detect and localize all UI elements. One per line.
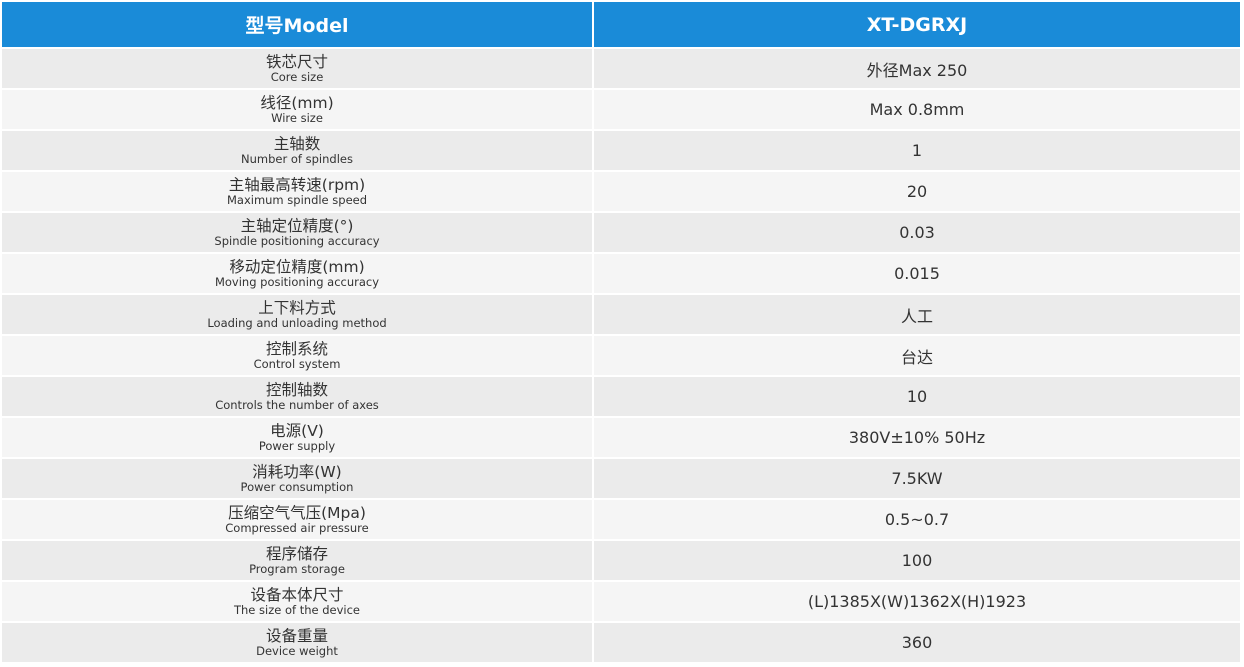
- spec-label-en: Core size: [270, 70, 324, 84]
- spec-value: 外径Max 250: [594, 49, 1240, 88]
- spec-label-cell: 铁芯尺寸 Core size: [2, 49, 592, 88]
- table-row: 主轴数 Number of spindles 1: [2, 131, 1240, 170]
- table-row: 设备本体尺寸 The size of the device (L)1385X(W)1…: [2, 582, 1240, 621]
- header-model-label: 型号Model: [2, 2, 592, 47]
- spec-label-cell: 控制轴数 Controls the number of axes: [2, 377, 592, 416]
- spec-label-cell: 设备本体尺寸 The size of the device: [2, 582, 592, 621]
- spec-value: 0.5~0.7: [594, 500, 1240, 539]
- spec-value: Max 0.8mm: [594, 90, 1240, 129]
- spec-value: 人工: [594, 295, 1240, 334]
- table-row: 压缩空气气压(Mpa) Compressed air pressure 0.5~0.…: [2, 500, 1240, 539]
- table-row: 控制系统 Control system 台达: [2, 336, 1240, 375]
- table-header: 型号Model XT-DGRXJ: [2, 2, 1240, 47]
- spec-label-en: Power supply: [258, 439, 336, 453]
- spec-label-en: Maximum spindle speed: [226, 193, 368, 207]
- spec-value: 0.03: [594, 213, 1240, 252]
- spec-label-en: Wire size: [271, 111, 323, 125]
- spec-label-cell: 上下料方式 Loading and unloading method: [2, 295, 592, 334]
- spec-label-cell: 控制系统 Control system: [2, 336, 592, 375]
- spec-value: 1: [594, 131, 1240, 170]
- table-row: 主轴定位精度(°) Spindle positioning accuracy 0.0…: [2, 213, 1240, 252]
- spec-label-en: Power consumption: [240, 480, 354, 494]
- spec-label-cell: 压缩空气气压(Mpa) Compressed air pressure: [2, 500, 592, 539]
- spec-value: 台达: [594, 336, 1240, 375]
- table-row: 上下料方式 Loading and unloading method 人工: [2, 295, 1240, 334]
- table-body: 铁芯尺寸 Core size 外径Max 250 线径(mm) Wire size Max…: [2, 49, 1240, 662]
- spec-label-zh: 上下料方式: [258, 299, 336, 317]
- spec-label-cell: 消耗功率(W) Power consumption: [2, 459, 592, 498]
- spec-label-cell: 主轴定位精度(°) Spindle positioning accuracy: [2, 213, 592, 252]
- table-row: 消耗功率(W) Power consumption 7.5KW: [2, 459, 1240, 498]
- spec-label-en: Control system: [253, 357, 341, 371]
- spec-label-zh: 压缩空气气压(Mpa): [228, 504, 366, 522]
- spec-label-en: The size of the device: [233, 603, 361, 617]
- table-row: 设备重量 Device weight 360: [2, 623, 1240, 662]
- spec-value: 380V±10% 50Hz: [594, 418, 1240, 457]
- spec-label-zh: 主轴定位精度(°): [240, 217, 354, 235]
- spec-label-zh: 线径(mm): [260, 94, 334, 112]
- spec-label-en: Moving positioning accuracy: [214, 275, 380, 289]
- spec-label-zh: 设备本体尺寸: [250, 586, 344, 604]
- table-row: 主轴最高转速(rpm) Maximum spindle speed 20: [2, 172, 1240, 211]
- spec-label-cell: 主轴最高转速(rpm) Maximum spindle speed: [2, 172, 592, 211]
- spec-value: 20: [594, 172, 1240, 211]
- spec-value: 0.015: [594, 254, 1240, 293]
- spec-label-zh: 控制轴数: [265, 381, 328, 399]
- table-row: 电源(V) Power supply 380V±10% 50Hz: [2, 418, 1240, 457]
- spec-value: (L)1385X(W)1362X(H)1923: [594, 582, 1240, 621]
- spec-label-zh: 移动定位精度(mm): [229, 258, 365, 276]
- spec-label-en: Program storage: [249, 562, 345, 576]
- spec-label-en: Controls the number of axes: [215, 398, 379, 412]
- table-row: 铁芯尺寸 Core size 外径Max 250: [2, 49, 1240, 88]
- spec-label-zh: 电源(V): [270, 422, 324, 440]
- spec-label-zh: 控制系统: [265, 340, 328, 358]
- spec-value: 360: [594, 623, 1240, 662]
- table-row: 移动定位精度(mm) Moving positioning accuracy 0.0…: [2, 254, 1240, 293]
- spec-label-cell: 线径(mm) Wire size: [2, 90, 592, 129]
- spec-label-zh: 设备重量: [265, 627, 328, 645]
- spec-label-zh: 主轴最高转速(rpm): [228, 176, 366, 194]
- spec-value: 7.5KW: [594, 459, 1240, 498]
- table-row: 程序储存 Program storage 100: [2, 541, 1240, 580]
- spec-label-en: Spindle positioning accuracy: [214, 234, 380, 248]
- spec-label-cell: 移动定位精度(mm) Moving positioning accuracy: [2, 254, 592, 293]
- spec-label-cell: 设备重量 Device weight: [2, 623, 592, 662]
- spec-label-en: Device weight: [256, 644, 338, 658]
- spec-label-en: Loading and unloading method: [207, 316, 387, 330]
- spec-label-zh: 铁芯尺寸: [265, 53, 328, 71]
- header-model-value: XT-DGRXJ: [594, 2, 1240, 47]
- spec-label-en: Compressed air pressure: [225, 521, 369, 535]
- spec-label-zh: 主轴数: [273, 135, 321, 153]
- spec-label-zh: 程序储存: [265, 545, 328, 563]
- spec-value: 10: [594, 377, 1240, 416]
- spec-label-cell: 程序储存 Program storage: [2, 541, 592, 580]
- spec-label-cell: 电源(V) Power supply: [2, 418, 592, 457]
- table-row: 控制轴数 Controls the number of axes 10: [2, 377, 1240, 416]
- spec-value: 100: [594, 541, 1240, 580]
- spec-label-en: Number of spindles: [241, 152, 353, 166]
- spec-label-zh: 消耗功率(W): [252, 463, 342, 481]
- table-row: 线径(mm) Wire size Max 0.8mm: [2, 90, 1240, 129]
- spec-label-cell: 主轴数 Number of spindles: [2, 131, 592, 170]
